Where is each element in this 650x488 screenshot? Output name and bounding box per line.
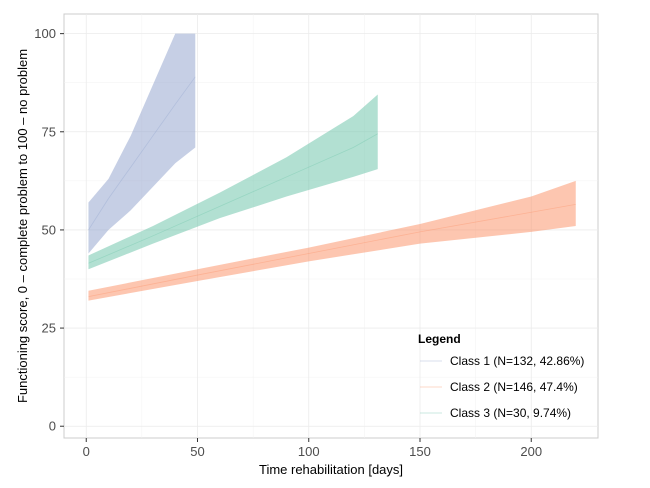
legend-label-class-2: Class 2 (N=146, 47.4%) [450, 380, 578, 394]
legend: Legend Class 1 (N=132, 42.86%) Class 2 (N… [418, 332, 584, 420]
x-tick-label: 50 [190, 444, 204, 459]
y-tick-label: 50 [42, 222, 56, 237]
mean-line-class-3 [88, 133, 378, 264]
band-class-3 [88, 94, 378, 270]
mean-lines [88, 76, 576, 298]
mean-line-class-2 [88, 204, 576, 298]
mean-line-class-1 [88, 76, 196, 231]
x-tick-label: 0 [83, 444, 90, 459]
x-tick-label: 150 [409, 444, 431, 459]
legend-title: Legend [418, 332, 461, 346]
y-tick-label: 100 [34, 26, 56, 41]
x-axis-ticks: 0 50 100 150 200 [83, 438, 542, 459]
band-class-1 [88, 33, 196, 254]
band-class-2 [88, 180, 576, 301]
x-axis-title: Time rehabilitation [days] [259, 462, 403, 477]
y-axis-title: Functioning score, 0 – complete problem … [15, 49, 30, 403]
legend-label-class-3: Class 3 (N=30, 9.74%) [450, 406, 571, 420]
x-tick-label: 200 [520, 444, 542, 459]
confidence-bands [88, 33, 576, 301]
y-tick-label: 25 [42, 321, 56, 336]
y-tick-label: 75 [42, 124, 56, 139]
y-tick-label: 0 [49, 419, 56, 434]
x-tick-label: 100 [298, 444, 320, 459]
y-axis-ticks: 0 25 50 75 100 [34, 26, 64, 434]
legend-items: Class 1 (N=132, 42.86%) Class 2 (N=146, 4… [420, 354, 584, 420]
legend-label-class-1: Class 1 (N=132, 42.86%) [450, 354, 584, 368]
